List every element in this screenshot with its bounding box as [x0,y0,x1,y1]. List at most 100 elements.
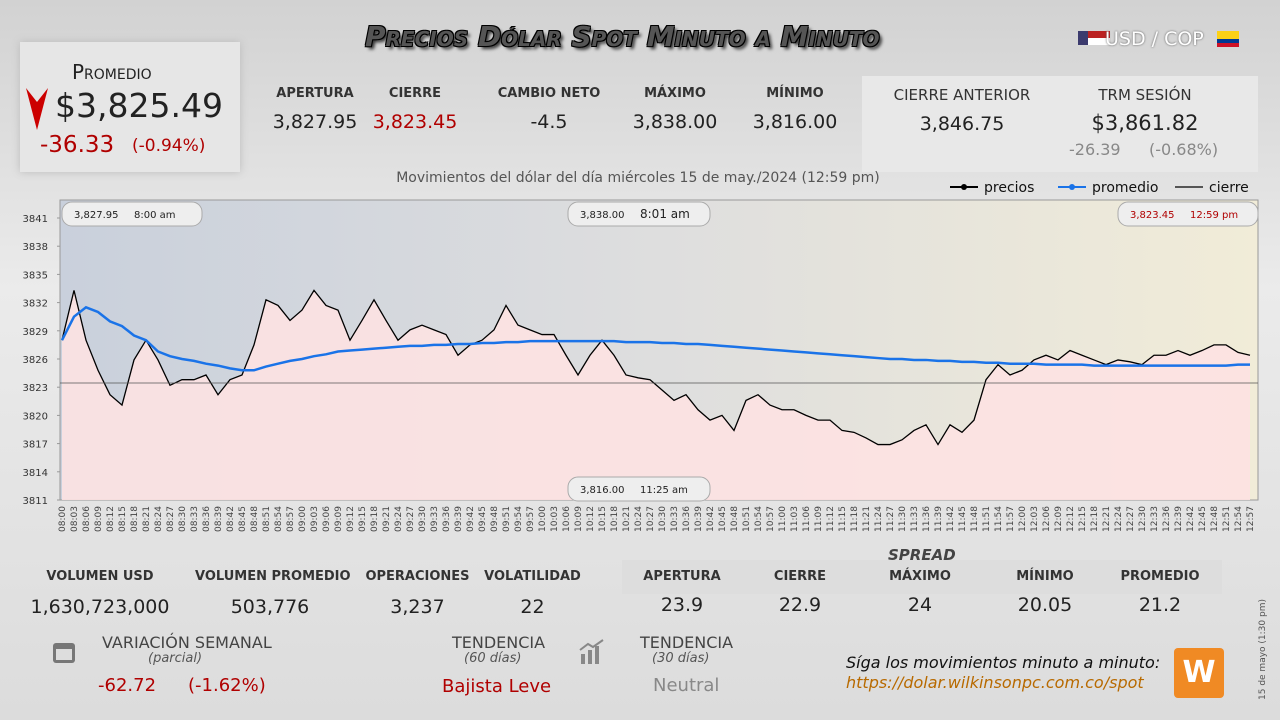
x-tick-label: 12:15 [1078,506,1088,532]
x-tick-label: 12:48 [1210,506,1220,532]
x-tick-label: 11:36 [922,506,932,532]
weekly-change-pct: (-1.62%) [188,675,266,696]
promedio-line [60,305,1250,372]
stat-label: MÁXIMO [644,86,706,101]
x-tick-label: 08:39 [214,506,224,532]
y-tick-label: 3820 [23,411,48,422]
x-tick-label: 10:42 [706,506,716,532]
x-tick-label: 09:39 [454,506,464,532]
spread-value: 22.9 [778,594,822,616]
x-tick-label: 10:33 [670,506,680,532]
annotation-value: 3,838.00 [580,210,625,221]
x-tick-label: 08:21 [142,506,152,532]
x-tick-label: 10:54 [754,506,764,532]
co-flag [1217,31,1239,47]
spread-label: CIERRE [773,569,827,584]
stat-label: CIERRE [388,86,442,101]
x-tick-label: 11:24 [874,506,884,532]
legend-dot [961,184,967,190]
follow-url[interactable]: https://dolar.wilkinsonpc.com.co/spot [846,673,1144,692]
x-tick-label: 10:00 [538,506,548,532]
volume-value: 22 [520,596,545,618]
logo: W [1174,648,1224,698]
stat-value: -4.5 [530,111,568,133]
x-tick-label: 09:36 [442,506,452,532]
x-tick-label: 09:33 [430,506,440,532]
x-tick-label: 10:03 [550,506,560,532]
prev-value: 3,846.75 [919,113,1005,135]
annotation-time: 12:59 pm [1190,210,1238,221]
x-tick-label: 09:21 [382,506,392,532]
weekly-sub: (parcial) [148,651,203,666]
pair: USD / COP [1105,28,1204,50]
x-tick-label: 12:09 [1054,506,1064,532]
stat-label: APERTURA [276,86,354,101]
x-tick-label: 09:12 [346,506,356,532]
x-tick-label: 08:51 [262,506,272,532]
y-tick-label: 3835 [23,270,48,281]
x-tick-label: 11:21 [862,506,872,532]
trend30-sub: (30 días) [652,651,710,666]
weekly-change: -62.72 [98,675,157,696]
trend60-sub: (60 días) [464,651,522,666]
x-tick-label: 08:48 [250,506,260,532]
x-tick-label: 09:42 [466,506,476,532]
x-tick-label: 10:45 [718,506,728,532]
x-tick-label: 08:09 [94,506,104,532]
annotation-value: 3,823.45 [1130,210,1175,221]
annotation-time: 8:01 am [640,207,690,221]
x-tick-label: 08:18 [130,506,140,532]
volume-value: 3,237 [390,596,445,618]
legend-label: precios [984,180,1034,196]
volume-label: VOLUMEN PROMEDIO [195,569,351,584]
x-tick-label: 08:33 [190,506,200,532]
x-tick-label: 08:45 [238,506,248,532]
x-tick-label: 11:12 [826,506,836,532]
stat-label: MÍNIMO [766,86,824,101]
x-tick-label: 09:24 [394,506,404,532]
stat-value: 3,816.00 [752,111,838,133]
x-tick-label: 11:48 [970,506,980,532]
annotation-box [61,201,203,227]
x-tick-label: 12:24 [1114,506,1124,532]
trend-icon [579,639,604,664]
legend-dot [1069,184,1075,190]
spread-label: APERTURA [643,569,721,584]
x-tick-label: 12:06 [1042,506,1052,532]
title: Precios Dólar Spot Minuto a Minuto [365,20,880,53]
x-tick-label: 12:03 [1030,506,1040,532]
x-tick-label: 10:30 [658,506,668,532]
x-tick-label: 08:03 [70,506,80,532]
stat-value: 3,838.00 [632,111,718,133]
x-tick-label: 09:30 [418,506,428,532]
us-flag [1078,31,1110,45]
x-tick-label: 11:03 [790,506,800,532]
x-tick-label: 11:42 [946,506,956,532]
trm-change-pct: (-0.68%) [1149,140,1219,159]
x-tick-label: 10:09 [574,506,584,532]
y-tick-label: 3829 [23,327,48,338]
x-tick-label: 10:15 [598,506,608,532]
follow-text: Síga los movimientos minuto a minuto: [846,653,1161,672]
x-tick-label: 11:27 [886,506,896,532]
x-tick-label: 08:24 [154,506,164,532]
x-tick-label: 12:21 [1102,506,1112,532]
x-tick-label: 10:18 [610,506,620,532]
spread-label: MÍNIMO [1016,569,1074,584]
x-tick-label: 10:36 [682,506,692,532]
x-tick-label: 11:00 [778,506,788,532]
x-tick-label: 11:57 [1006,506,1016,532]
x-tick-label: 12:30 [1138,506,1148,532]
x-tick-label: 09:00 [298,506,308,532]
x-tick-label: 12:27 [1126,506,1136,532]
x-tick-label: 08:42 [226,506,236,532]
x-tick-label: 12:12 [1066,506,1076,532]
volume-value: 1,630,723,000 [30,596,170,618]
volume-value: 503,776 [230,596,310,618]
x-tick-label: 09:15 [358,506,368,532]
x-tick-label: 09:57 [526,506,536,532]
x-tick-label: 11:09 [814,506,824,532]
x-tick-label: 10:21 [622,506,632,532]
x-tick-label: 11:15 [838,506,848,532]
